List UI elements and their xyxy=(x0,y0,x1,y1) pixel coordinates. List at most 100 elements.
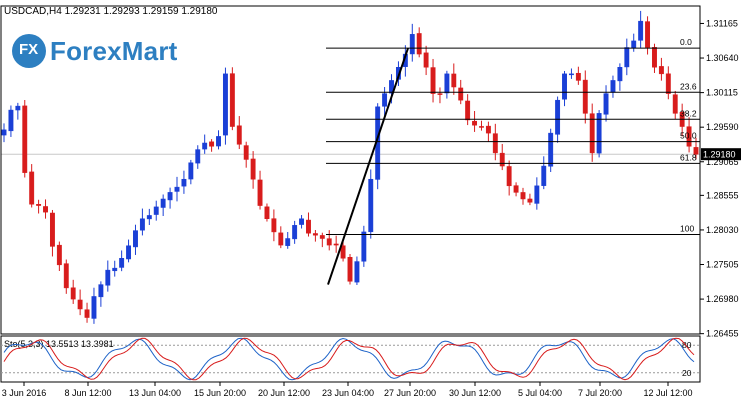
candle-body xyxy=(638,20,644,41)
candle-series xyxy=(1,10,699,324)
candle-body xyxy=(645,21,651,48)
candle-body xyxy=(465,100,471,121)
x-tick-label: 7 Jul 20:00 xyxy=(578,388,622,398)
candle-body xyxy=(527,198,533,203)
fib-level-label: 100 xyxy=(680,224,694,234)
candle-body xyxy=(582,79,588,114)
candle-body xyxy=(631,40,637,49)
candle-body xyxy=(430,67,436,94)
candle-body xyxy=(98,284,104,298)
candle-body xyxy=(575,72,581,81)
candle-body xyxy=(222,73,228,136)
candle-body xyxy=(472,120,478,126)
candle-body xyxy=(174,186,180,192)
candle-body xyxy=(520,192,526,200)
y-tick-label: 1.26980 xyxy=(706,294,739,304)
x-tick-label: 3 Jun 2016 xyxy=(2,388,47,398)
y-tick-label: 1.28555 xyxy=(706,190,739,200)
candle-body xyxy=(389,80,394,94)
candle-body xyxy=(693,147,699,155)
candle-body xyxy=(36,204,42,206)
candle-body xyxy=(1,129,7,136)
candle-body xyxy=(451,73,457,88)
candle-body xyxy=(299,218,305,225)
candle-body xyxy=(181,178,187,187)
candle-body xyxy=(499,152,505,167)
candle-body xyxy=(617,67,623,82)
candle-body xyxy=(596,113,602,154)
candle-body xyxy=(548,132,554,167)
x-tick-label: 23 Jun 04:00 xyxy=(322,388,374,398)
y-tick-label: 1.28030 xyxy=(706,225,739,235)
y-tick-label: 1.30115 xyxy=(706,88,738,98)
candle-body xyxy=(444,73,450,94)
candle-body xyxy=(409,34,415,55)
candle-body xyxy=(347,257,353,282)
x-tick-label: 12 Jul 12:00 xyxy=(643,388,692,398)
candle-body xyxy=(167,192,173,201)
candle-body xyxy=(437,93,443,95)
candle-body xyxy=(188,162,194,180)
candle-body xyxy=(133,230,138,248)
candle-body xyxy=(29,171,35,205)
candle-body xyxy=(49,212,55,247)
stoch-level-label: 20 xyxy=(682,368,692,378)
fibonacci-retracement[interactable]: 0.0 23.6 38.2 50.0 61.8 100 xyxy=(326,37,700,285)
candle-body xyxy=(105,269,111,286)
candle-body xyxy=(112,267,118,272)
candle-body xyxy=(652,47,657,68)
y-tick-label: 1.29065 xyxy=(706,157,739,167)
y-tick-label: 1.27505 xyxy=(706,260,739,270)
candle-body xyxy=(555,99,561,135)
candle-body xyxy=(77,299,83,310)
stoch-panel-frame xyxy=(0,335,701,383)
candle-body xyxy=(333,243,339,246)
candle-body xyxy=(292,225,298,240)
stoch-label: Sto(5,3,3) 13.5513 13.3981 xyxy=(4,339,114,349)
candle-body xyxy=(603,93,609,115)
current-price-label: 1.29180 xyxy=(703,150,736,160)
y-tick-label: 1.26455 xyxy=(706,329,739,339)
candle-body xyxy=(22,105,28,173)
x-tick-label: 15 Jun 20:00 xyxy=(194,388,246,398)
candle-body xyxy=(63,263,69,289)
y-tick-label: 1.31165 xyxy=(706,18,738,28)
candle-body xyxy=(312,233,318,236)
candle-body xyxy=(8,109,14,132)
stoch-main-line xyxy=(3,337,695,381)
candle-body xyxy=(479,126,484,128)
candle-body xyxy=(243,145,249,160)
price-panel-frame xyxy=(0,5,701,335)
x-tick-label: 20 Jun 12:00 xyxy=(258,388,310,398)
candle-body xyxy=(195,149,201,164)
x-tick-label: 5 Jul 04:00 xyxy=(518,388,562,398)
symbol-ohlc-label: USDCAD,H4 1.29231 1.29293 1.29159 1.2918… xyxy=(4,6,218,17)
stoch-level-label: 80 xyxy=(682,340,692,350)
candle-body xyxy=(146,215,152,220)
candle-body xyxy=(624,47,630,68)
candle-body xyxy=(43,206,48,213)
fib-level-label: 50.0 xyxy=(680,131,697,141)
candle-body xyxy=(236,125,242,145)
stochastic-panel: Sto(5,3,3) 13.5513 13.3981 80 20 xyxy=(0,335,701,383)
candle-body xyxy=(326,238,332,246)
current-price-box xyxy=(701,148,741,161)
candle-body xyxy=(153,206,159,215)
candle-body xyxy=(485,125,491,134)
candle-body xyxy=(361,231,367,262)
candle-body xyxy=(665,73,671,94)
candle-body xyxy=(216,136,221,147)
candle-body xyxy=(139,218,145,231)
candle-body xyxy=(160,198,166,208)
y-tick-label: 1.30640 xyxy=(706,53,739,63)
fib-level-label: 38.2 xyxy=(680,108,697,118)
candle-body xyxy=(229,73,235,127)
candle-body xyxy=(257,179,263,206)
candle-body xyxy=(250,158,256,180)
candle-body xyxy=(264,206,270,219)
fib-level-label: 23.6 xyxy=(680,81,697,91)
candle-body xyxy=(319,235,325,239)
candle-body xyxy=(513,185,519,193)
